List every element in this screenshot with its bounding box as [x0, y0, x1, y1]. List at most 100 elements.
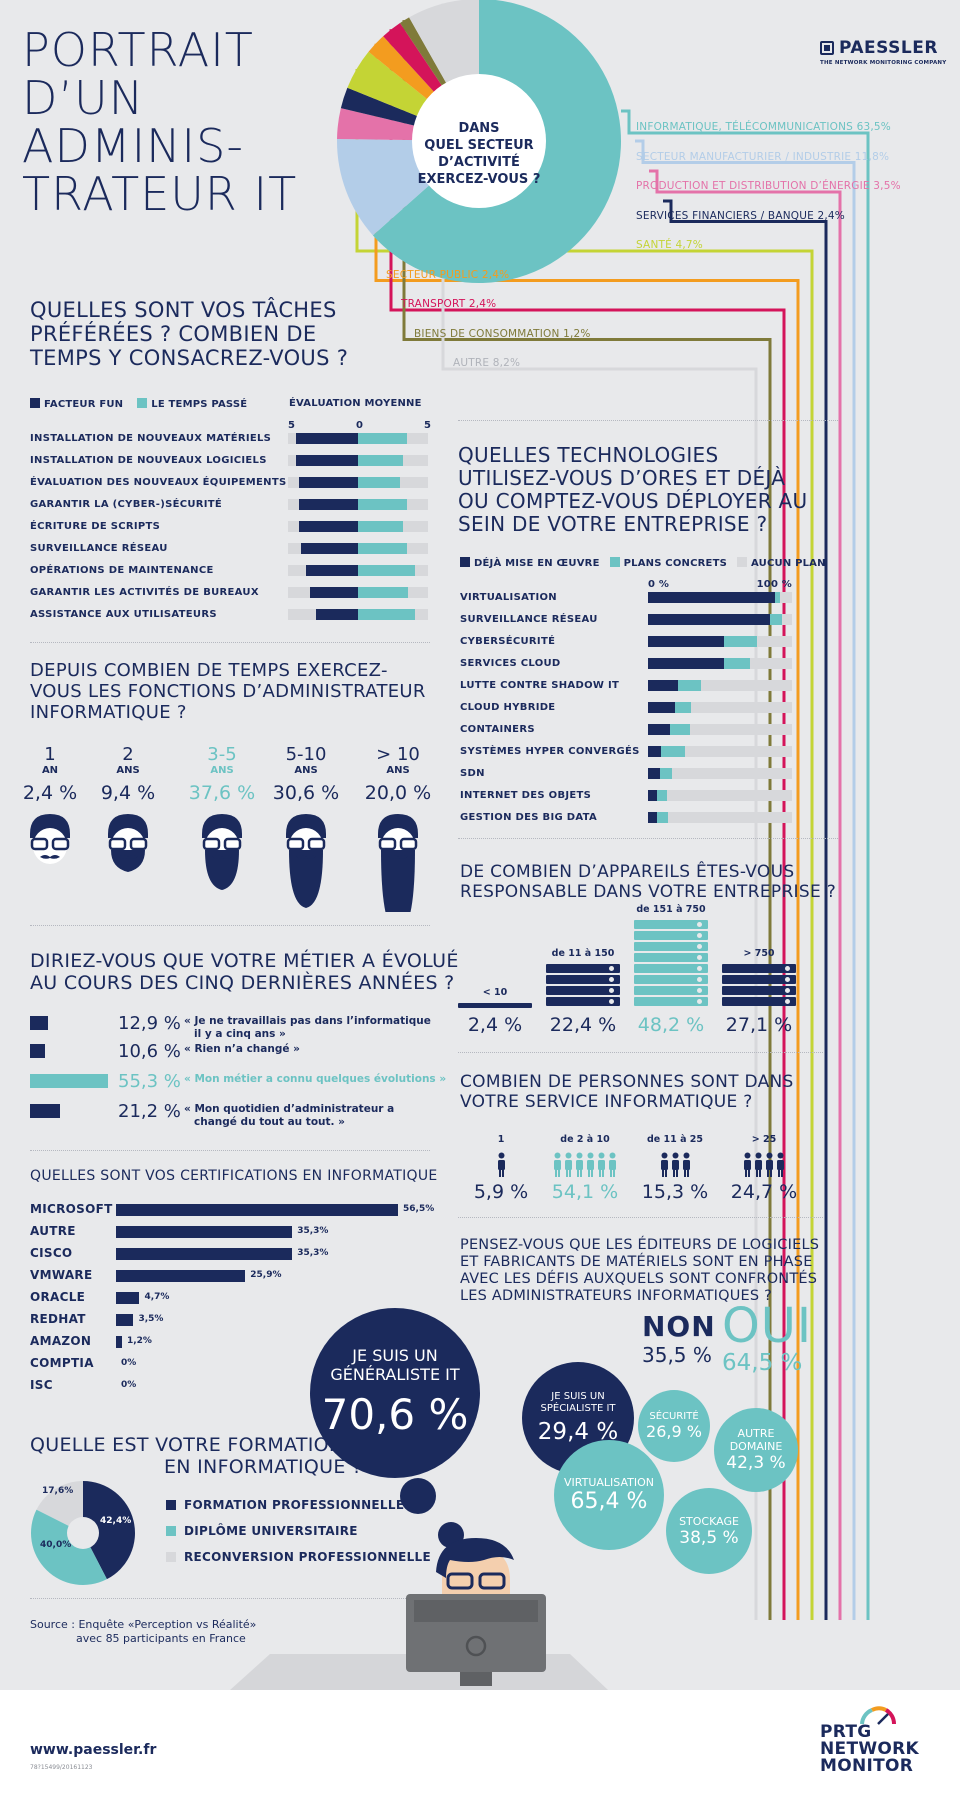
task-fun-bar [299, 521, 358, 532]
tech-bar-segment [757, 636, 792, 647]
tech-bar-segment [770, 614, 782, 625]
no-label: NON [642, 1310, 716, 1343]
title-line: DIRIEZ-VOUS QUE VOTRE MÉTIER A ÉVOLUÉ [30, 950, 459, 972]
other-domain-pct: 42,3 % [726, 1453, 786, 1473]
tech-bar-segment [750, 658, 792, 669]
cert-value: 35,3% [297, 1226, 329, 1236]
experience-years: 3-5 [207, 744, 237, 765]
cert-bar [116, 1204, 398, 1216]
vendors-title: PENSEZ-VOUS QUE LES ÉDITEURS DE LOGICIEL… [460, 1237, 819, 1305]
sector-label: PRODUCTION ET DISTRIBUTION D’ÉNERGIE 3,5… [636, 180, 901, 192]
keyboard-grille [414, 1600, 538, 1622]
task-time-bar [358, 433, 407, 444]
task-label: ASSISTANCE AUX UTILISATEURS [30, 609, 217, 620]
devices-label: < 10 [482, 987, 508, 998]
yes-pct: 64,5 % [722, 1350, 803, 1376]
tech-bar-segment [669, 724, 690, 735]
admin-face [442, 1548, 510, 1604]
other-domain-bubble: AUTRE DOMAINE 42,3 % [714, 1408, 798, 1492]
cert-label: CISCO [30, 1246, 73, 1260]
scale-zero: 0 [356, 420, 364, 431]
title-line: QUELLE EST VOTRE FORMATION [30, 1434, 344, 1456]
sector-label: SECTEUR PUBLIC 2,4% [386, 268, 510, 281]
tech-bar-segment [648, 592, 775, 603]
document-code: 78?15499/20161123 [30, 1764, 93, 1771]
people-pct: 24,7 % [730, 1181, 798, 1203]
title-line: D’UN [22, 71, 145, 125]
experience-title: DEPUIS COMBIEN DE TEMPS EXERCEZ- VOUS LE… [30, 660, 426, 723]
title-line: AU COURS DES CINQ DERNIÈRES ANNÉES ? [30, 972, 455, 994]
task-time-bar [358, 565, 416, 576]
cert-value: 3,5% [138, 1314, 164, 1324]
tech-bar-segment [648, 680, 679, 691]
tech-bar-segment [648, 702, 676, 713]
tech-label: CLOUD HYBRIDE [460, 702, 556, 713]
title-line: ADMINIS- [22, 119, 244, 173]
tech-label: SDN [460, 768, 485, 779]
sector-connector-line [621, 109, 870, 1620]
legend-fun: FACTEUR FUN [30, 398, 123, 410]
scale-max: 5 [424, 420, 432, 431]
title-line: LES ADMINISTRATEURS INFORMATIQUES ? [460, 1288, 772, 1304]
tech-label: SERVICES CLOUD [460, 658, 561, 669]
tech-label: INTERNET DES OBJETS [460, 790, 592, 801]
cert-label: ISC [30, 1378, 53, 1392]
tech-bar-segment [648, 614, 771, 625]
formation-pie [30, 1481, 136, 1585]
task-fun-bar [299, 499, 358, 510]
title-line: TRATEUR IT [22, 167, 298, 221]
formation-slice [83, 1481, 136, 1580]
sector-label: BIENS DE CONSOMMATION 1,2% [414, 327, 591, 340]
prtg-gauge-icon [860, 1706, 897, 1725]
people-pct: 54,1 % [551, 1181, 619, 1203]
legend-swatch [166, 1500, 176, 1510]
sector-connector-line [635, 139, 856, 1620]
glasses-right [478, 1572, 506, 1590]
source-line: avec 85 participants en France [76, 1632, 246, 1645]
scale-min: 5 [288, 420, 296, 431]
people-label: de 11 à 25 [646, 1134, 704, 1145]
sector-connector-line [663, 199, 828, 1620]
axis-min: 0 % [648, 579, 670, 590]
quote-line: « Rien n’a changé » [184, 1043, 300, 1055]
formation-slice [36, 1481, 83, 1533]
experience-unit: ANS [386, 765, 410, 776]
title-line: DE COMBIEN D’APPAREILS ÊTES-VOUS [460, 862, 795, 882]
formation-pct: 40,0% [40, 1540, 72, 1550]
tech-label: SURVEILLANCE RÉSEAU [460, 614, 598, 625]
vendors-no: NON 35,5 % [642, 1310, 716, 1367]
quote-line: « Mon quotidien d’administrateur a [184, 1103, 395, 1115]
tech-bar-segment [724, 658, 751, 669]
title-line: AVEC LES DÉFIS AUXQUELS SONT CONFRONTÉS [460, 1271, 818, 1287]
tech-label: SYSTÈMES HYPER CONVERGÉS [460, 746, 640, 757]
task-time-bar [358, 499, 407, 510]
task-label: INSTALLATION DE NOUVEAUX LOGICIELS [30, 455, 267, 466]
title-line: VOUS LES FONCTIONS D’ADMINISTRATEUR [30, 681, 426, 702]
tech-bar-segment [648, 768, 660, 779]
task-time-bar [358, 609, 416, 620]
experience-years: > 10 [376, 744, 420, 765]
task-fun-bar [310, 587, 358, 598]
experience-pct: 20,0 % [364, 782, 432, 804]
sector-question: DANS QUEL SECTEUR D’ACTIVITÉ EXERCEZ-VOU… [414, 120, 544, 188]
devices-label: > 750 [743, 948, 775, 959]
formation-legend-item: RECONVERSION PROFESSIONNELLE [166, 1550, 431, 1564]
security-bubble: SÉCURITÉ 26,9 % [638, 1390, 710, 1462]
evolution-pct: 21,2 % [118, 1101, 181, 1122]
tech-label: GESTION DES BIG DATA [460, 812, 598, 823]
task-label: GARANTIR LA (CYBER-)SÉCURITÉ [30, 499, 223, 510]
legend-label: FORMATION PROFESSIONNELLE [184, 1498, 405, 1512]
website-link[interactable]: www.paessler.fr [30, 1742, 157, 1758]
storage-pct: 38,5 % [679, 1527, 739, 1548]
tech-bar-segment [672, 768, 792, 779]
experience-years: 5-10 [285, 744, 327, 765]
legend-none: AUCUN PLAN [737, 557, 826, 569]
legend-label: DIPLÔME UNIVERSITAIRE [184, 1524, 358, 1538]
cert-label: REDHAT [30, 1312, 86, 1326]
experience-pct: 37,6 % [188, 782, 256, 804]
tech-bar-segment [685, 746, 792, 757]
server-unit-icon [634, 975, 708, 984]
evolution-pct: 10,6 % [118, 1041, 181, 1062]
tasks-scale: 5 0 5 [284, 420, 432, 432]
task-fun-bar [296, 455, 358, 466]
